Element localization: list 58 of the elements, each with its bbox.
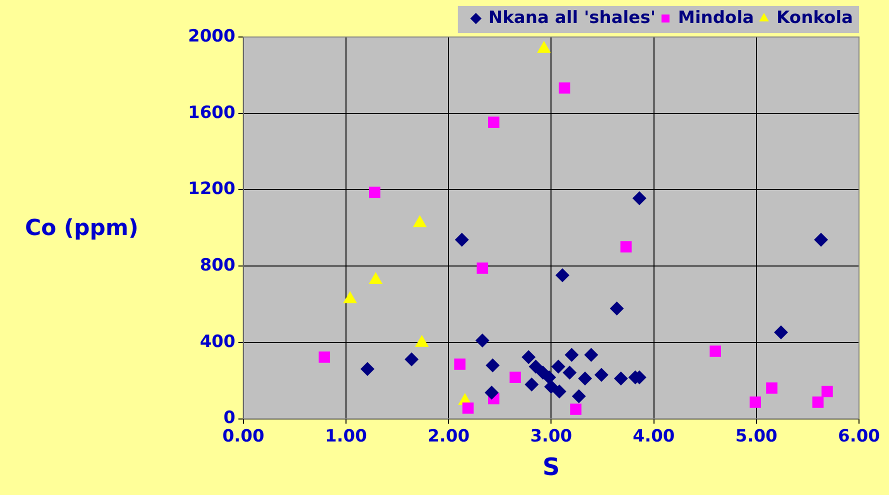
y-tick-label: 0	[223, 408, 236, 428]
point	[488, 116, 500, 128]
x-tick-label: 2.00	[428, 426, 470, 446]
point	[614, 372, 628, 386]
point	[570, 404, 582, 415]
point	[766, 382, 778, 394]
point	[462, 402, 474, 414]
point	[562, 366, 577, 380]
y-tick-label: 400	[200, 332, 236, 352]
point	[812, 396, 824, 408]
point	[528, 360, 543, 374]
point	[572, 389, 586, 404]
legend-label: Mindola	[678, 8, 754, 28]
x-tick-label: 6.00	[838, 426, 880, 446]
y-tick-label: 800	[200, 256, 236, 276]
point	[475, 334, 490, 348]
point	[822, 386, 833, 398]
point	[454, 232, 469, 247]
point	[510, 372, 521, 384]
point	[710, 346, 721, 357]
point	[369, 186, 380, 198]
point	[610, 301, 624, 316]
point	[484, 386, 499, 400]
y-tick-label: 2000	[188, 26, 236, 46]
legend-label: Nkana all 'shales'	[488, 8, 656, 28]
point	[584, 348, 598, 362]
x-tick-label: 4.00	[632, 426, 675, 446]
point	[476, 262, 488, 274]
point	[486, 358, 500, 372]
point	[536, 366, 550, 380]
x-tick-label: 3.00	[530, 426, 572, 446]
point	[632, 191, 646, 206]
point	[360, 362, 374, 376]
y-tick-label: 1600	[188, 102, 236, 123]
point	[564, 348, 579, 362]
point	[558, 82, 570, 94]
x-tick-label: 1.00	[324, 426, 368, 446]
point	[544, 380, 558, 394]
point	[774, 325, 788, 340]
point	[620, 241, 632, 252]
point	[578, 372, 592, 386]
point	[552, 384, 566, 398]
point	[454, 358, 466, 370]
point	[555, 268, 570, 282]
point	[814, 232, 828, 247]
y-axis-title: Co (ppm)	[25, 216, 138, 241]
legend-label: Konkola	[776, 8, 853, 28]
point	[318, 351, 330, 363]
x-axis-title: S	[542, 452, 560, 481]
y-tick-label: 1200	[188, 179, 236, 200]
point	[750, 396, 762, 408]
x-tick-label: 5.00	[735, 426, 778, 446]
x-tick-label: 0.00	[222, 426, 264, 446]
point	[522, 350, 536, 364]
point	[594, 368, 608, 382]
point	[404, 352, 419, 366]
point	[551, 360, 566, 374]
point	[524, 377, 539, 392]
